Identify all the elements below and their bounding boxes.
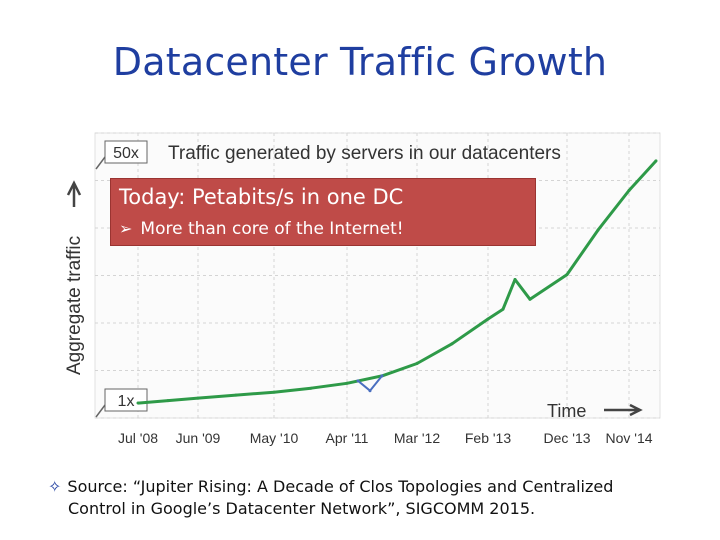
source-line-1: Source: “Jupiter Rising: A Decade of Clo… (67, 477, 614, 496)
x-tick-label: Jul '08 (118, 430, 158, 446)
y-annotation-label: 1x (118, 393, 135, 410)
callout-box: Today: Petabits/s in one DC ➢ More than c… (110, 178, 536, 246)
y-annotation-pointer (95, 404, 106, 418)
series-point-green (528, 297, 532, 301)
y-annotation-pointer (95, 156, 106, 170)
traffic-chart-svg: Traffic generated by servers in our data… (64, 132, 661, 446)
series-point-green (166, 399, 170, 403)
series-point-blue (380, 374, 384, 378)
series-point-green (596, 228, 600, 232)
arrow-bullet-icon: ➢ (119, 219, 133, 238)
callout-headline: Today: Petabits/s in one DC (119, 185, 404, 209)
y-annotation-label: 50x (113, 145, 139, 162)
series-point-green (309, 386, 313, 390)
x-tick-label: Jun '09 (176, 430, 221, 446)
x-tick-label: Mar '12 (394, 430, 440, 446)
series-point-green (345, 381, 349, 385)
y-axis-label: Aggregate traffic (64, 236, 85, 375)
series-point-blue (356, 379, 360, 383)
x-tick-label: Feb '13 (465, 430, 511, 446)
x-axis-label: Time (547, 401, 586, 421)
callout-bullet-text: More than core of the Internet! (140, 219, 404, 239)
series-point-green (486, 317, 490, 321)
callout-bullet: ➢ More than core of the Internet! (119, 219, 404, 239)
series-point-green (234, 393, 238, 397)
x-tick-label: May '10 (250, 430, 299, 446)
series-point-blue (368, 389, 372, 393)
y-annotation-box (104, 140, 148, 164)
four-point-star-icon: ✧ (48, 477, 62, 496)
x-tick-label: Dec '13 (543, 430, 590, 446)
source-citation: ✧ Source: “Jupiter Rising: A Decade of Cl… (48, 476, 688, 520)
traffic-chart: Traffic generated by servers in our data… (60, 125, 665, 450)
series-line-green (137, 159, 658, 405)
series-point-green (136, 401, 140, 405)
series-point-green (565, 273, 569, 277)
x-tick-label: Apr '11 (326, 430, 369, 446)
series-point-green (627, 189, 631, 193)
series-point-green (196, 396, 200, 400)
series-point-green (513, 278, 517, 281)
x-axis-arrow-icon (604, 403, 643, 417)
series-point-green (272, 390, 276, 394)
series-point-green (654, 159, 658, 163)
chart-title: Traffic generated by servers in our data… (168, 143, 561, 164)
y-axis-arrow-icon (66, 180, 82, 207)
series-point-green (450, 342, 454, 346)
series-point-green (415, 362, 419, 366)
y-annotation-box (104, 388, 148, 412)
source-line-2: Control in Google’s Datacenter Network”,… (68, 499, 536, 518)
x-tick-label: Nov '14 (605, 430, 652, 446)
series-point-green (501, 307, 505, 311)
slide-title: Datacenter Traffic Growth (112, 40, 608, 84)
